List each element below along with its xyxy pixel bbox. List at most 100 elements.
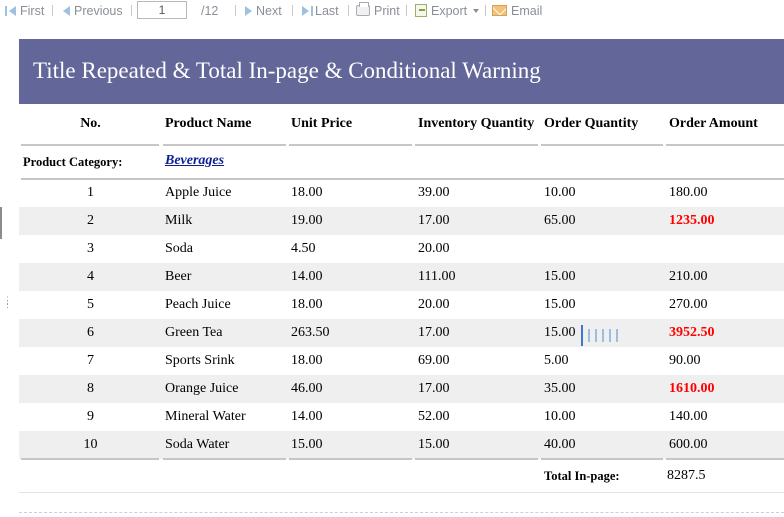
cell-no: 7 xyxy=(87,353,94,368)
previous-page-button[interactable]: Previous xyxy=(63,2,123,19)
toolbar-divider xyxy=(235,5,236,16)
toolbar-divider xyxy=(348,5,349,16)
email-label: Email xyxy=(511,3,543,18)
cell-no: 9 xyxy=(87,409,94,424)
page-number-input[interactable] xyxy=(137,1,187,19)
table-bottom-line xyxy=(415,458,538,460)
category-underline xyxy=(21,178,784,180)
cell-inventory-quantity: 17.00 xyxy=(418,213,450,228)
cell-order-quantity: 10.00 xyxy=(544,409,576,424)
category-label: Product Category: xyxy=(23,155,123,169)
cell-no: 1 xyxy=(87,185,94,200)
header-underline xyxy=(21,144,159,146)
cell-order-amount: 3952.50 xyxy=(669,325,715,340)
cell-inventory-quantity: 15.00 xyxy=(418,437,450,452)
cell-product-name: Green Tea xyxy=(165,325,223,340)
email-button[interactable]: Email xyxy=(492,2,542,19)
order-quantity-databar xyxy=(581,324,618,346)
print-button[interactable]: Print xyxy=(356,2,400,19)
cell-order-quantity: 5.00 xyxy=(544,353,569,368)
cell-no: 6 xyxy=(87,325,94,340)
report-page: Title Repeated & Total In-page & Conditi… xyxy=(19,39,784,499)
row-band xyxy=(19,319,784,347)
cell-inventory-quantity: 17.00 xyxy=(418,325,450,340)
table-bottom-line xyxy=(666,458,784,460)
table-bottom-line xyxy=(21,458,159,460)
header-underline xyxy=(666,144,784,146)
total-in-page-value: 8287.5 xyxy=(667,468,706,483)
last-page-button[interactable]: Last xyxy=(302,2,339,19)
column-header-unit-price: Unit Price xyxy=(291,116,353,131)
cell-order-amount: 270.00 xyxy=(669,297,708,312)
cell-unit-price: 18.00 xyxy=(291,185,323,200)
cell-no: 8 xyxy=(87,381,94,396)
cell-inventory-quantity: 69.00 xyxy=(418,353,450,368)
cell-order-amount: 210.00 xyxy=(669,269,708,284)
cell-product-name: Apple Juice xyxy=(165,185,232,200)
cell-product-name: Soda xyxy=(165,241,193,256)
cell-product-name: Orange Juice xyxy=(165,381,239,396)
first-page-label: First xyxy=(20,3,45,18)
header-underline xyxy=(289,144,412,146)
cell-unit-price: 14.00 xyxy=(291,269,323,284)
header-underline xyxy=(415,144,538,146)
footer-line xyxy=(19,492,784,493)
cell-inventory-quantity: 20.00 xyxy=(418,241,450,256)
cell-product-name: Mineral Water xyxy=(165,409,246,424)
printer-icon xyxy=(356,2,370,16)
category-link[interactable]: Beverages xyxy=(165,153,225,168)
mail-icon xyxy=(492,5,507,16)
cell-order-quantity: 15.00 xyxy=(544,297,576,312)
row-band xyxy=(19,375,784,403)
cell-order-quantity: 15.00 xyxy=(544,325,576,340)
header-underline xyxy=(163,144,286,146)
cell-product-name: Peach Juice xyxy=(165,297,231,312)
row-band xyxy=(19,207,784,235)
cell-inventory-quantity: 20.00 xyxy=(418,297,450,312)
first-page-icon xyxy=(5,5,7,16)
table-bottom-line xyxy=(289,458,412,460)
cell-order-amount: 1610.00 xyxy=(669,381,715,396)
next-page-label: Next xyxy=(256,3,282,18)
row-band xyxy=(19,263,784,291)
cell-unit-price: 18.00 xyxy=(291,297,323,312)
cell-order-quantity: 65.00 xyxy=(544,213,576,228)
export-label: Export xyxy=(431,3,468,18)
cell-order-quantity: 35.00 xyxy=(544,381,576,396)
cell-no: 10 xyxy=(83,437,98,452)
next-page-button[interactable]: Next xyxy=(245,2,282,19)
cell-product-name: Beer xyxy=(165,269,192,284)
toolbar-divider xyxy=(406,5,407,16)
cell-unit-price: 15.00 xyxy=(291,437,323,452)
page-total: /12 xyxy=(201,2,218,19)
cell-product-name: Soda Water xyxy=(165,437,230,452)
next-page-icon xyxy=(245,5,252,16)
page-total-label: /12 xyxy=(201,3,219,18)
chevron-down-icon xyxy=(473,8,480,13)
cell-unit-price: 14.00 xyxy=(291,409,323,424)
databar-marker xyxy=(581,324,583,346)
toolbar-divider xyxy=(485,5,486,16)
export-dropdown[interactable]: Export xyxy=(415,2,480,19)
toolbar-divider xyxy=(131,5,132,16)
column-header-order-amount: Order Amount xyxy=(669,116,758,131)
toolbar-divider xyxy=(292,5,293,16)
cell-order-quantity: 15.00 xyxy=(544,269,576,284)
cell-order-amount: 90.00 xyxy=(669,353,701,368)
cell-no: 3 xyxy=(87,241,94,256)
cell-unit-price: 19.00 xyxy=(291,213,323,228)
page-break-line xyxy=(19,512,784,513)
cell-unit-price: 18.00 xyxy=(291,353,323,368)
cell-no: 2 xyxy=(87,213,94,228)
total-in-page-label: Total In-page: xyxy=(544,469,620,483)
cell-no: 4 xyxy=(87,269,94,284)
resize-handle-icon[interactable]: ⋮ ⋮ xyxy=(3,295,12,309)
table-bottom-line xyxy=(163,458,286,460)
cell-inventory-quantity: 39.00 xyxy=(418,185,450,200)
last-page-icon xyxy=(302,5,309,16)
cell-order-quantity: 40.00 xyxy=(544,437,576,452)
cell-order-amount: 1235.00 xyxy=(669,213,715,228)
previous-page-icon xyxy=(63,5,70,16)
first-page-button[interactable]: First xyxy=(5,2,44,19)
header-underline xyxy=(541,144,663,146)
